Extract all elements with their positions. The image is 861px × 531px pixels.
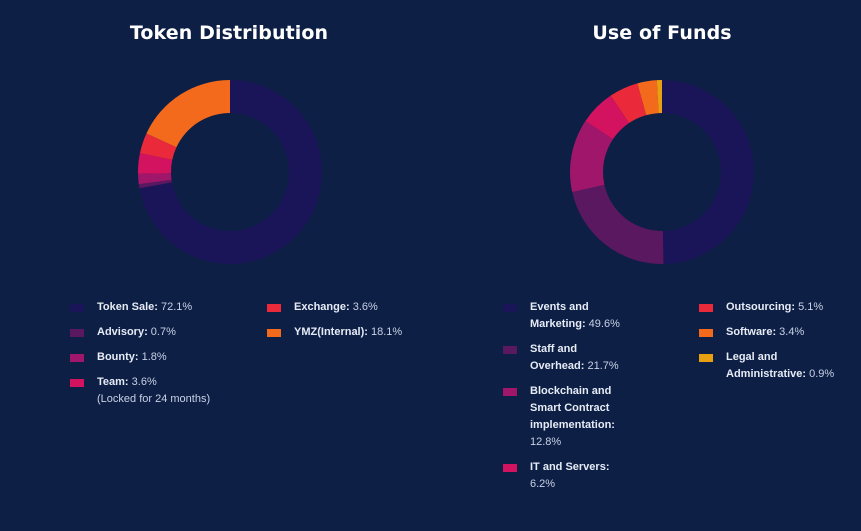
legend-value: 3.4% (776, 326, 805, 338)
legend-text: IT and Servers: 6.2% (530, 459, 630, 493)
legend-label: Software: (726, 326, 777, 338)
legend-value: 5.1% (795, 301, 824, 313)
token-distribution-donut (138, 80, 322, 264)
slice-staff-and-overhead (572, 184, 664, 264)
legend-value: 6.2% (530, 478, 556, 490)
legend-value: 0.9% (806, 368, 835, 380)
legend-swatch (267, 329, 281, 337)
legend-swatch (503, 304, 517, 312)
legend-label: Token Sale: (97, 301, 158, 313)
token-distribution-panel: Token Distribution Token Sale: 72.1% Advi… (0, 0, 430, 531)
legend-swatch (70, 379, 84, 387)
slice-bounty (138, 173, 172, 185)
legend-text: Team: 3.6% (Locked for 24 months) (97, 374, 217, 408)
legend-swatch (699, 329, 713, 337)
legend-value: 3.6% (349, 301, 378, 313)
legend-value: 21.7% (584, 360, 619, 372)
legend-swatch (267, 304, 281, 312)
slice-token-sale (139, 80, 322, 264)
legend-text: Token Sale: 72.1% (97, 299, 217, 316)
legend-label: Outsourcing: (726, 301, 796, 313)
legend-text: Software: 3.4% (726, 324, 856, 341)
chart-title: Use of Funds (592, 22, 732, 44)
legend-label: Legal and Administrative: (726, 351, 807, 380)
use-of-funds-panel: Use of Funds Events and Marketing: 49.6%… (431, 0, 861, 531)
legend-text: Events and Marketing: 49.6% (530, 299, 630, 333)
legend-label: Advisory: (97, 326, 148, 338)
slice-advisory (138, 179, 172, 189)
legend-swatch (70, 354, 84, 362)
legend-value: 0.7% (147, 326, 176, 338)
legend-value: 12.8% (530, 436, 562, 448)
legend-label: Exchange: (294, 301, 350, 313)
slice-outsourcing (610, 83, 647, 124)
slice-blockchain-and-smart-contract-implementation (570, 120, 613, 192)
legend-swatch (699, 354, 713, 362)
legend-label: Events and Marketing: (530, 301, 589, 330)
use-of-funds-donut (570, 80, 755, 264)
slice-ymz-internal (146, 80, 230, 148)
legend-value: 3.6% (128, 376, 157, 388)
legend-label: Team: (97, 376, 129, 388)
legend-swatch (70, 329, 84, 337)
chart-title: Token Distribution (129, 22, 329, 44)
slice-legal-and-administrative (656, 80, 662, 114)
legend-note: (Locked for 24 months) (97, 393, 211, 405)
legend-label: YMZ(Internal): (294, 326, 368, 338)
slice-events-and-marketing (662, 80, 755, 264)
legend-label: Blockchain and Smart Contract implementa… (530, 385, 615, 431)
legend-label: Staff and Overhead: (530, 343, 585, 372)
legend-text: Staff and Overhead: 21.7% (530, 341, 630, 375)
slice-exchange (139, 133, 177, 160)
legend-label: Bounty: (97, 351, 139, 363)
legend-text: Advisory: 0.7% (97, 324, 217, 341)
legend-text: YMZ(Internal): 18.1% (294, 324, 424, 341)
legend-text: Legal and Administrative: 0.9% (726, 349, 836, 383)
legend-text: Bounty: 1.8% (97, 349, 217, 366)
legend-swatch (70, 304, 84, 312)
legend-swatch (503, 388, 517, 396)
legend-text: Outsourcing: 5.1% (726, 299, 856, 316)
slice-it-and-servers (585, 95, 630, 140)
legend-value: 1.8% (138, 351, 167, 363)
legend-swatch (503, 346, 517, 354)
legend-text: Blockchain and Smart Contract implementa… (530, 383, 640, 451)
legend-label: IT and Servers: (530, 461, 610, 473)
legend-text: Exchange: 3.6% (294, 299, 424, 316)
legend-value: 18.1% (367, 326, 403, 338)
legend-swatch (699, 304, 713, 312)
slice-team (138, 153, 173, 174)
legend-value: 49.6% (585, 318, 620, 330)
slice-software (637, 80, 659, 116)
legend-value: 72.1% (157, 301, 193, 313)
legend-swatch (503, 464, 517, 472)
